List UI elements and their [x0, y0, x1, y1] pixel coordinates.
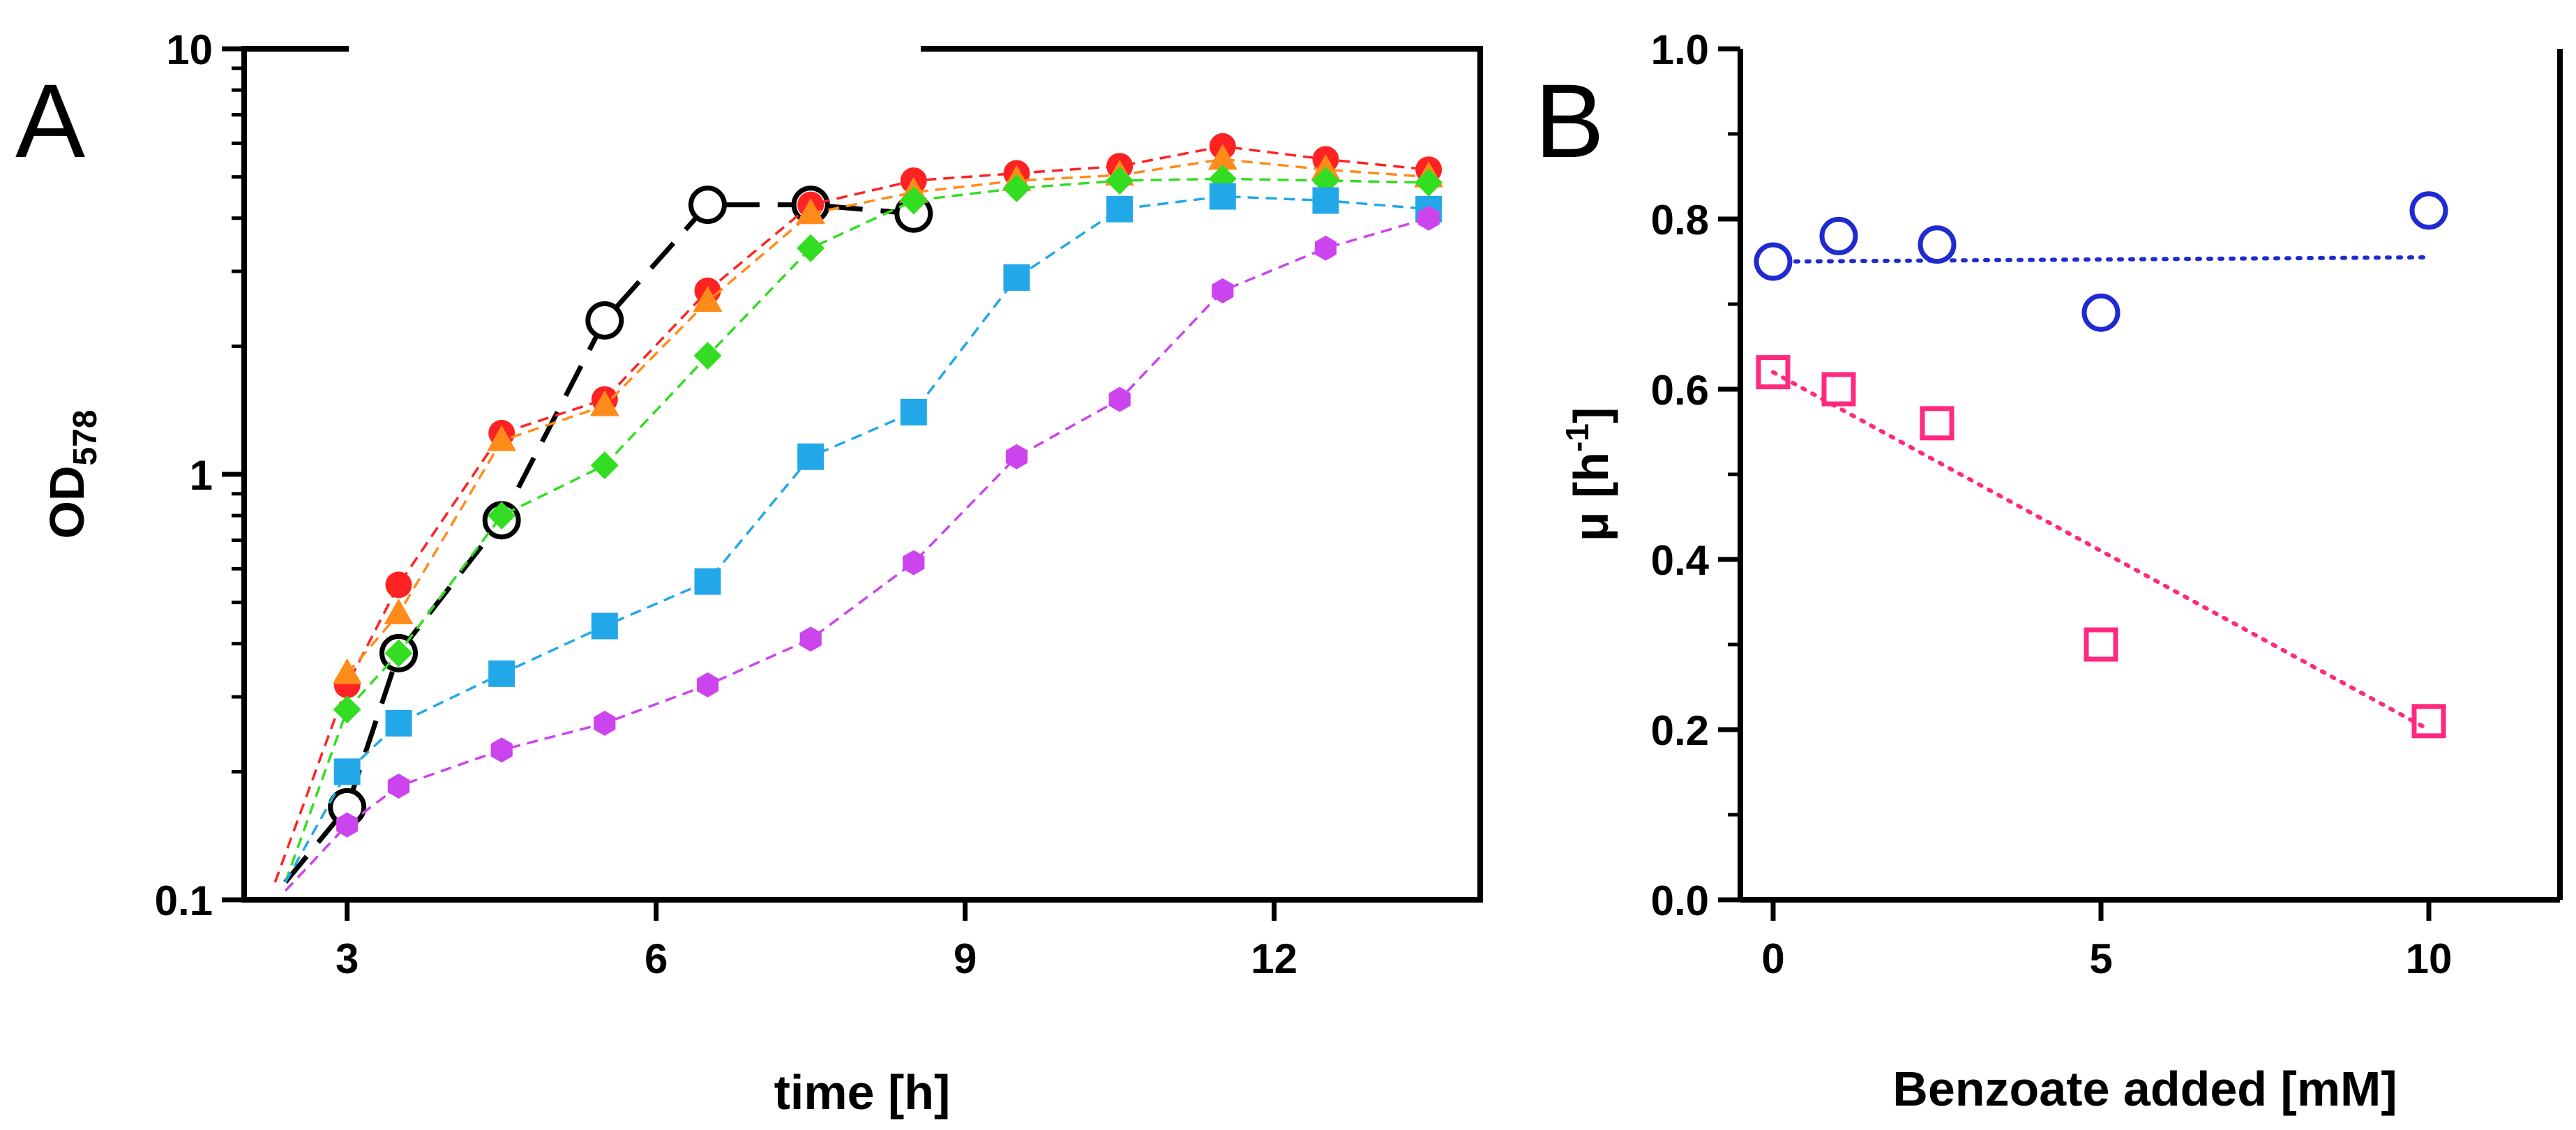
panel-a-data-point: [488, 502, 516, 530]
panel-b-data-point: [1918, 225, 1957, 264]
panel-a-data-point: [332, 658, 362, 684]
panel-a-x-tick-label: 6: [645, 935, 668, 982]
panel-a-label: A: [15, 62, 85, 179]
panel-b-fit-line: [1771, 370, 2431, 732]
panel-a-data-point: [1417, 205, 1440, 231]
panel-a-data-point: [385, 709, 412, 737]
panel-a-data-point: [336, 812, 359, 838]
panel-b-y-tick-label: 0.0: [1651, 877, 1709, 924]
panel-a-series-2: [332, 144, 1444, 684]
panel-a-data-point: [688, 186, 727, 225]
panel-a-y-tick-label: 10: [166, 27, 213, 73]
panel-b-series-0: [1754, 191, 2448, 332]
panel-a-data-point: [1108, 386, 1131, 412]
panel-a-data-point: [693, 286, 723, 312]
panel-a-series-5: [284, 205, 1440, 892]
panel-b-y-tick-label: 0.6: [1651, 367, 1709, 414]
panel-a-series-4: [284, 183, 1443, 883]
panel-b-data-point: [2411, 704, 2446, 739]
panel-b-y-axis-title: μ [h-1]: [1559, 407, 1618, 542]
panel-a-data-point: [387, 774, 410, 799]
panel-a-plot-frame: [241, 46, 1483, 903]
panel-a-data-point: [333, 695, 361, 724]
panel-a-data-point: [1106, 166, 1134, 195]
panel-a-data-point: [797, 234, 825, 262]
panel-a-data-point: [487, 425, 517, 451]
panel-b-y-axis: 0.0 0.2 0.4 0.6 0.8 1.0: [1651, 27, 1740, 924]
panel-b-data-point: [1754, 242, 1793, 281]
panel-a-data-point: [384, 598, 414, 625]
panel-a-y-tick-label: 0.1: [155, 877, 213, 924]
panel-a-series-line: [284, 177, 1429, 883]
panel-a-data-point: [1003, 264, 1030, 291]
panel-a-data-point: [900, 398, 927, 425]
panel-a-y-axis: 0.1 1 10: [155, 27, 244, 924]
panel-a-x-axis-title: time [h]: [774, 1065, 951, 1120]
panel-a-data-point: [1002, 174, 1031, 203]
panel-b-x-tick-label: 10: [2406, 935, 2453, 982]
panel-b-data-point: [2081, 293, 2121, 332]
panel-a-data-point: [1415, 168, 1443, 197]
panel-b-y-tick-label: 0.2: [1651, 707, 1709, 754]
panel-a-data-point: [384, 639, 413, 668]
panel-a-series-line: [284, 195, 1429, 883]
panel-a-y-axis-title: OD578: [40, 409, 104, 538]
panel-a-x-tick-label: 3: [336, 935, 359, 982]
panel-a-data-point: [694, 568, 721, 595]
panel-b-data-point: [1819, 216, 1858, 255]
panel-b-label: B: [1535, 62, 1604, 179]
panel-a-data-point: [903, 550, 925, 575]
panel-b-data-point: [1821, 372, 1856, 407]
panel-a-data-point: [589, 390, 619, 416]
panel-a-series-line: [284, 217, 1429, 892]
panel-a-data-point: [1314, 235, 1337, 261]
panel-b-x-axis: 0 5 10: [1761, 900, 2452, 982]
panel-a-data-point: [899, 186, 928, 215]
panel-a-series: [273, 133, 1444, 892]
panel-b-series: [1754, 191, 2448, 739]
panel-a-data-point: [1106, 195, 1133, 223]
panel-b-data-point: [2084, 627, 2118, 662]
panel-b-y-tick-label: 1.0: [1651, 27, 1709, 73]
panel-b-data-point: [1756, 355, 1791, 390]
panel-a-data-point: [1005, 444, 1028, 469]
panel-a-data-point: [488, 660, 515, 687]
panel-a-data-point: [590, 451, 619, 480]
panel-b-x-tick-label: 0: [1761, 935, 1784, 982]
panel-b-series-1: [1756, 355, 2446, 739]
panel-b-data-point: [1920, 406, 1954, 441]
panel-a-y-tick-label: 1: [190, 452, 213, 499]
panel-a-series-line: [273, 145, 1429, 883]
panel-a-series-0: [283, 186, 933, 884]
panel-a-data-point: [591, 612, 618, 640]
panel-a-data-point: [1312, 187, 1339, 214]
panel-b-data-point: [2409, 191, 2448, 230]
panel-a-data-point: [799, 626, 822, 652]
panel-a-data-point: [490, 737, 513, 763]
panel-a-data-point: [1209, 183, 1236, 210]
panel-b-y-tick-label: 0.8: [1651, 197, 1709, 243]
panel-a-data-point: [796, 198, 826, 225]
panel-a-data-point: [333, 758, 361, 785]
panel-a-data-point: [585, 301, 624, 340]
panel-b-y-tick-label: 0.4: [1651, 537, 1710, 584]
panel-b-fit-line: [1771, 255, 2431, 264]
panel-a-x-tick-label: 12: [1251, 935, 1297, 982]
panel-a-data-point: [696, 672, 719, 698]
panel-a-data-point: [385, 571, 412, 598]
panel-a-x-axis: 3 6 9 12: [336, 900, 1297, 982]
panel-a-series-1: [273, 133, 1443, 883]
panel-a: A 3 6 9 12 0.1 1 10 time [h] OD578: [15, 27, 1483, 1120]
panel-a-series-line: [346, 158, 1429, 675]
panel-a-data-point: [1207, 144, 1237, 170]
panel-b: B 0 5 10 0.0 0.2 0.4 0.6 0.8 1.0 Benzoate added…: [1535, 27, 2563, 1116]
panel-a-x-tick-label: 9: [954, 935, 977, 982]
panel-a-data-point: [693, 341, 722, 370]
panel-b-x-tick-label: 5: [2089, 935, 2112, 982]
panel-a-data-point: [797, 443, 824, 470]
panel-b-x-axis-title: Benzoate added [mM]: [1892, 1062, 2397, 1116]
panel-a-data-point: [1212, 278, 1234, 303]
panel-a-data-point: [594, 710, 616, 736]
